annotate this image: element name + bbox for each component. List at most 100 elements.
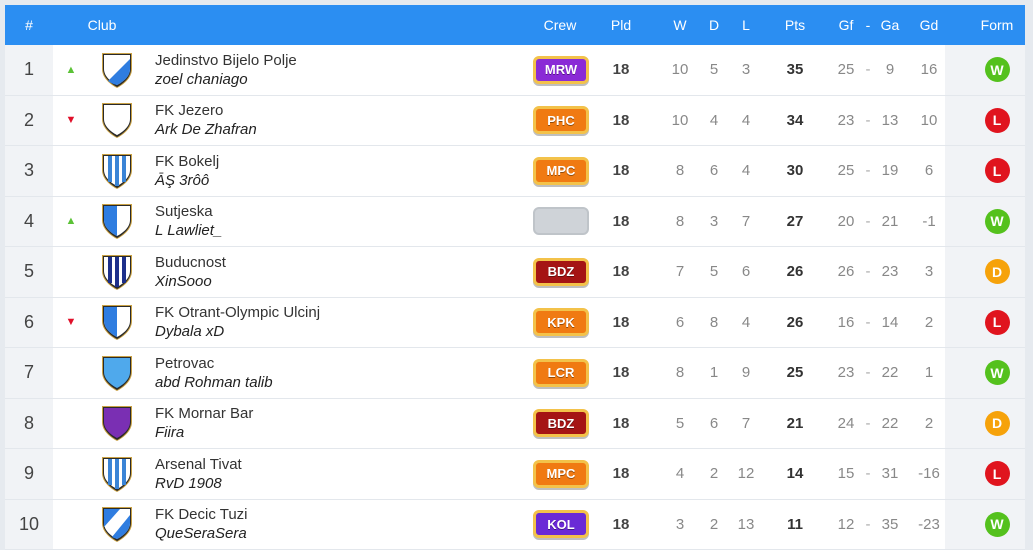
club-name[interactable]: Arsenal Tivat — [155, 455, 242, 474]
club-name[interactable]: Sutjeska — [155, 202, 213, 221]
form-cell: W — [975, 197, 1019, 246]
crew-cell[interactable]: MRW — [528, 45, 594, 94]
crew-cell[interactable] — [528, 197, 594, 246]
goals-against: 21 — [875, 197, 905, 246]
table-row[interactable]: 4 ▲ Sutjeska L Lawliet_ 18 8 3 7 27 20 -… — [5, 197, 1025, 248]
club-shield-icon[interactable] — [98, 247, 136, 296]
header-gd[interactable]: Gd — [907, 5, 951, 45]
header-pld[interactable]: Pld — [601, 5, 641, 45]
manager-name[interactable]: L Lawliet_ — [155, 221, 222, 240]
crew-cell[interactable]: KOL — [528, 500, 594, 549]
manager-name[interactable]: abd Rohman talib — [155, 373, 273, 392]
crew-cell[interactable]: BDZ — [528, 247, 594, 296]
club-name[interactable]: FK Jezero — [155, 101, 223, 120]
club-name[interactable]: Jedinstvo Bijelo Polje — [155, 51, 297, 70]
draws: 3 — [699, 197, 729, 246]
crew-badge[interactable]: BDZ — [533, 258, 589, 286]
form-badge: W — [985, 209, 1010, 234]
form-badge: L — [985, 461, 1010, 486]
header-l[interactable]: L — [731, 5, 761, 45]
club-shield-icon[interactable] — [98, 45, 136, 94]
played: 18 — [601, 45, 641, 94]
header-ga[interactable]: Ga — [875, 5, 905, 45]
table-row[interactable]: 5 Buducnost XinSooo BDZ 18 7 5 6 26 26 -… — [5, 247, 1025, 298]
goals-for: 25 — [831, 146, 861, 195]
club-name[interactable]: Buducnost — [155, 253, 226, 272]
club-shield-icon[interactable] — [98, 146, 136, 195]
club-shield-icon[interactable] — [98, 96, 136, 145]
header-gf[interactable]: Gf — [831, 5, 861, 45]
header-pts[interactable]: Pts — [775, 5, 815, 45]
club-shield-icon[interactable] — [98, 348, 136, 397]
table-row[interactable]: 7 Petrovac abd Rohman talib LCR 18 8 1 9… — [5, 348, 1025, 399]
crew-cell[interactable]: LCR — [528, 348, 594, 397]
crew-badge[interactable]: MPC — [533, 460, 589, 488]
table-row[interactable]: 10 FK Decic Tuzi QueSeraSera KOL 18 3 2 … — [5, 500, 1025, 550]
club-shield-icon[interactable] — [98, 449, 136, 498]
crew-cell[interactable]: PHC — [528, 96, 594, 145]
no-move — [61, 399, 81, 448]
crew-cell[interactable]: MPC — [528, 449, 594, 498]
club-shield-icon[interactable] — [98, 399, 136, 448]
goals-separator: - — [861, 45, 875, 94]
club-name[interactable]: Petrovac — [155, 354, 214, 373]
crew-badge[interactable]: MPC — [533, 157, 589, 185]
table-row[interactable]: 3 FK Bokelj ĀŞ 3rôô MPC 18 8 6 4 30 25 -… — [5, 146, 1025, 197]
club-cell[interactable]: FK Bokelj ĀŞ 3rôô — [155, 146, 495, 195]
club-cell[interactable]: Sutjeska L Lawliet_ — [155, 197, 495, 246]
crew-cell[interactable]: BDZ — [528, 399, 594, 448]
club-name[interactable]: FK Mornar Bar — [155, 404, 253, 423]
club-name[interactable]: FK Otrant-Olympic Ulcinj — [155, 303, 320, 322]
crew-cell[interactable]: KPK — [528, 298, 594, 347]
club-name[interactable]: FK Bokelj — [155, 152, 219, 171]
wins: 8 — [665, 146, 695, 195]
table-row[interactable]: 1 ▲ Jedinstvo Bijelo Polje zoel chaniago… — [5, 45, 1025, 96]
manager-name[interactable]: Fiira — [155, 423, 184, 442]
crew-badge[interactable]: KPK — [533, 308, 589, 336]
crew-cell[interactable]: MPC — [528, 146, 594, 195]
crew-badge[interactable]: MRW — [533, 56, 589, 84]
played: 18 — [601, 399, 641, 448]
manager-name[interactable]: RvD 1908 — [155, 474, 222, 493]
club-cell[interactable]: FK Mornar Bar Fiira — [155, 399, 495, 448]
club-cell[interactable]: FK Decic Tuzi QueSeraSera — [155, 500, 495, 549]
club-shield-icon[interactable] — [98, 500, 136, 549]
manager-name[interactable]: Dybala xD — [155, 322, 224, 341]
header-d[interactable]: D — [699, 5, 729, 45]
header-w[interactable]: W — [665, 5, 695, 45]
table-row[interactable]: 8 FK Mornar Bar Fiira BDZ 18 5 6 7 21 24… — [5, 399, 1025, 450]
manager-name[interactable]: ĀŞ 3rôô — [155, 171, 209, 190]
club-shield-icon[interactable] — [98, 298, 136, 347]
club-cell[interactable]: FK Otrant-Olympic Ulcinj Dybala xD — [155, 298, 495, 347]
crew-badge[interactable]: LCR — [533, 359, 589, 387]
crew-badge[interactable]: KOL — [533, 510, 589, 538]
manager-name[interactable]: zoel chaniago — [155, 70, 248, 89]
club-cell[interactable]: Arsenal Tivat RvD 1908 — [155, 449, 495, 498]
table-row[interactable]: 2 ▼ FK Jezero Ark De Zhafran PHC 18 10 4… — [5, 96, 1025, 147]
losses: 6 — [731, 247, 761, 296]
club-name[interactable]: FK Decic Tuzi — [155, 505, 248, 524]
manager-name[interactable]: Ark De Zhafran — [155, 120, 257, 139]
no-move — [61, 348, 81, 397]
club-cell[interactable]: FK Jezero Ark De Zhafran — [155, 96, 495, 145]
table-row[interactable]: 9 Arsenal Tivat RvD 1908 MPC 18 4 2 12 1… — [5, 449, 1025, 500]
table-row[interactable]: 6 ▼ FK Otrant-Olympic Ulcinj Dybala xD K… — [5, 298, 1025, 349]
crew-badge[interactable]: PHC — [533, 106, 589, 134]
header-club[interactable]: Club — [87, 5, 117, 45]
goals-for: 24 — [831, 399, 861, 448]
crew-badge[interactable]: BDZ — [533, 409, 589, 437]
club-cell[interactable]: Buducnost XinSooo — [155, 247, 495, 296]
manager-name[interactable]: QueSeraSera — [155, 524, 247, 543]
goals-against: 14 — [875, 298, 905, 347]
form-badge: L — [985, 158, 1010, 183]
played: 18 — [601, 298, 641, 347]
club-shield-icon[interactable] — [98, 197, 136, 246]
manager-name[interactable]: XinSooo — [155, 272, 212, 291]
header-crew[interactable]: Crew — [540, 5, 580, 45]
goal-difference: 1 — [907, 348, 951, 397]
losses: 9 — [731, 348, 761, 397]
club-cell[interactable]: Petrovac abd Rohman talib — [155, 348, 495, 397]
club-cell[interactable]: Jedinstvo Bijelo Polje zoel chaniago — [155, 45, 495, 94]
move-up-icon: ▲ — [61, 197, 81, 246]
form-cell: D — [975, 247, 1019, 296]
